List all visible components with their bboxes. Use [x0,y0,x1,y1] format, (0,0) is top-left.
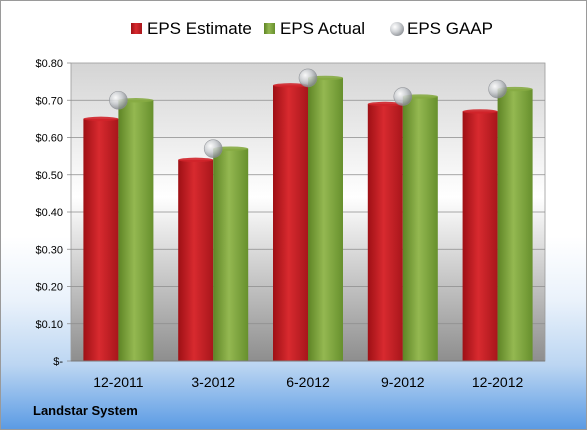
legend-label: EPS GAAP [407,19,493,38]
bar-eps-estimate [178,159,214,361]
x-tick-label: 12-2011 [93,374,144,390]
bar-top-cap [367,101,403,107]
x-tick-label: 12-2012 [472,374,524,390]
y-tick-label: $0.80 [35,58,63,70]
eps-chart: $- $0.10 $0.20 $0.30 $0.40 $0.50 $0.60 $0.70 $0.… [35,19,546,390]
bar-eps-actual [213,148,249,361]
legend-label: EPS Estimate [147,19,252,38]
x-tick-label: 6-2012 [286,374,330,390]
legend-marker [390,22,404,36]
x-tick-label: 9-2012 [381,374,425,390]
legend: EPS Estimate EPS Actual EPS GAAP [131,19,493,38]
y-tick-label: $0.60 [35,133,63,145]
legend-label: EPS Actual [280,19,365,38]
gaap-marker [203,139,223,158]
legend-swatch [131,23,142,34]
x-tick-label: 3-2012 [191,374,235,390]
y-tick-label: $0.20 [35,282,63,294]
bar-eps-estimate [273,85,308,361]
y-tick-label: $0.10 [35,319,63,331]
y-axis: $- $0.10 $0.20 $0.30 $0.40 $0.50 $0.60 $0.70 $0.… [35,58,71,368]
bar-eps-actual [402,96,438,362]
bar-top-cap [178,157,214,163]
bar-top-cap [273,83,308,88]
company-name: Landstar System [33,403,138,418]
bar-eps-actual [308,77,343,362]
bars [83,75,533,362]
gaap-marker [298,68,318,88]
gaap-marker [488,79,507,99]
y-tick-label: $0.50 [35,170,63,182]
bar-eps-estimate [367,103,403,361]
bar-top-cap [83,116,119,122]
legend-swatch [264,23,275,34]
bar-eps-estimate [462,111,498,361]
x-axis: 12-2011 3-2012 6-2012 9-2012 12-2012 [71,360,545,390]
gaap-marker [109,90,128,110]
y-tick-label: $0.30 [35,244,63,256]
bar-eps-actual [497,89,533,361]
bar-top-cap [462,109,498,114]
gaap-marker [393,87,413,106]
bar-eps-estimate [83,118,119,361]
y-tick-label: $- [53,356,63,368]
y-tick-label: $0.70 [35,95,63,107]
gaap-markers [109,68,507,158]
y-tick-label: $0.40 [35,207,63,219]
bar-eps-actual [118,100,154,361]
